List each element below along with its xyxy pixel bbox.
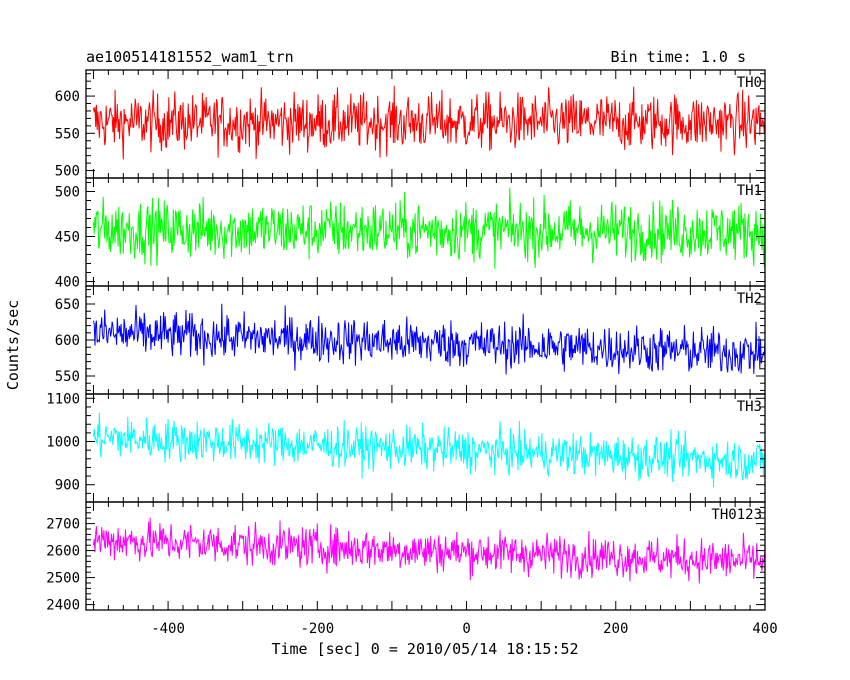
y-tick-label: 550 [55,126,80,142]
panel-label-th0123: TH0123 [711,507,762,523]
panel-th1: TH1 400 450 500 [55,177,766,291]
panel-label-th0: TH0 [737,75,762,91]
series-line-th0 [93,85,765,160]
panels-group: TH0 500 550 600 TH1 400 450 500 TH2 550 600 650 TH3 9… [46,69,778,637]
panel-label-th3: TH3 [737,399,762,415]
y-tick-label: 1000 [46,435,80,451]
y-tick-label: 2500 [46,571,80,587]
x-tick-label: -400 [151,621,185,637]
y-tick-label: 2400 [46,598,80,614]
y-tick-label: 500 [55,164,80,180]
bin-time-label: Bin time: 1.0 s [611,48,746,66]
y-tick-label: 550 [55,369,80,385]
y-tick-label: 2700 [46,517,80,533]
series-line-th0123 [93,517,765,584]
panel-label-th2: TH2 [737,291,762,307]
y-tick-label: 450 [55,230,80,246]
x-tick-label: 0 [462,621,470,637]
series-line-th3 [93,412,765,488]
panel-th0: TH0 500 550 600 [55,69,766,180]
panel-th3: TH3 900 1000 1100 [46,391,766,503]
x-tick-label: 200 [603,621,628,637]
y-tick-label: 1100 [46,391,80,407]
y-tick-label: 650 [55,297,80,313]
panel-th2: TH2 550 600 650 [55,285,766,395]
series-line-th1 [93,187,765,269]
y-tick-label: 500 [55,185,80,201]
y-tick-label: 2600 [46,544,80,560]
x-axis-label: Time [sec] 0 = 2010/05/14 18:15:52 [271,640,578,658]
y-tick-label: 400 [55,275,80,291]
y-tick-label: 600 [55,89,80,105]
panel-th0123: TH0123 2400 2500 2600 2700 [46,501,766,614]
series-line-th2 [93,303,765,375]
chart-title: ae100514181552_wam1_trn [86,48,294,66]
y-tick-label: 900 [55,478,80,494]
y-axis-label: Counts/sec [4,300,22,390]
x-tick-label: -200 [300,621,334,637]
panel-label-th1: TH1 [737,183,762,199]
x-tick-label: 400 [752,621,777,637]
y-tick-label: 600 [55,333,80,349]
